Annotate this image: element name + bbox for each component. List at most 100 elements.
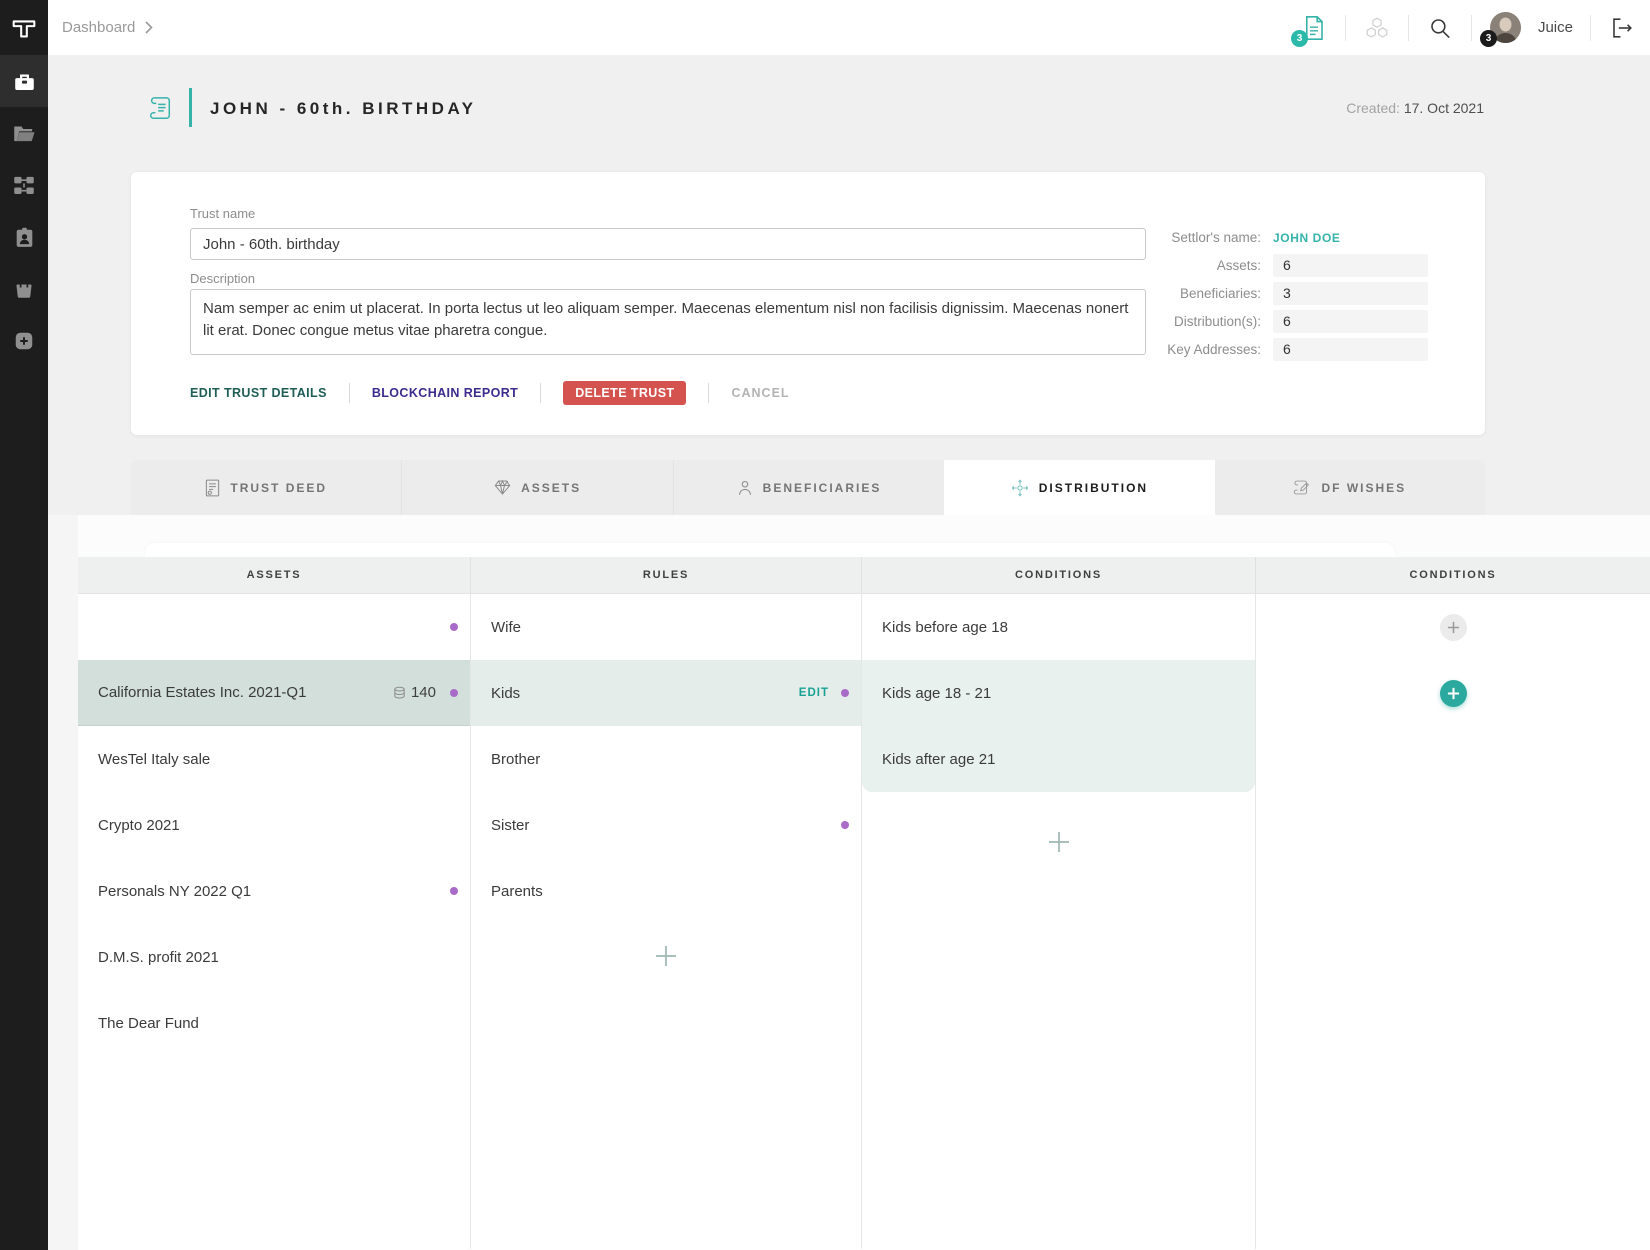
tab-assets[interactable]: ASSETS — [401, 460, 673, 515]
purple-dot-indicator — [450, 623, 458, 631]
divider — [1470, 14, 1472, 41]
condition-row[interactable]: Kids before age 18 — [862, 594, 1255, 660]
trust-details-card: Trust name Description Nam semper ac eni… — [131, 172, 1485, 435]
tab-beneficiaries[interactable]: BENEFICIARIES — [672, 460, 945, 515]
distributions-value: 6 — [1273, 310, 1428, 333]
tab-label: BENEFICIARIES — [762, 480, 882, 495]
column-header-conditions-2: CONDITIONS — [1255, 557, 1650, 593]
stat-distributions: Distribution(s): 6 — [1131, 310, 1428, 333]
asset-row[interactable]: Personals NY 2022 Q1 — [78, 858, 470, 924]
blockchain-button[interactable] — [1363, 13, 1391, 43]
beneficiaries-value: 3 — [1273, 282, 1428, 305]
trust-name-input[interactable] — [190, 228, 1146, 260]
asset-count: 140 — [393, 684, 436, 701]
reports-badge: 3 — [1290, 29, 1308, 47]
cubes-icon — [1366, 17, 1388, 38]
sidebar-item-contacts[interactable] — [0, 211, 48, 263]
add-condition-circle-button-active[interactable] — [1439, 679, 1467, 707]
trust-actions: EDIT TRUST DETAILS BLOCKCHAIN REPORT DEL… — [190, 381, 790, 405]
trust-name-label: Trust name — [190, 206, 256, 221]
rule-name: Sister — [491, 816, 530, 834]
rule-row[interactable]: Brother — [471, 726, 861, 792]
assets-column: California Estates Inc. 2021-Q1 140 WesT… — [78, 594, 470, 1249]
add-condition-button[interactable] — [862, 792, 1255, 892]
asset-name: California Estates Inc. 2021-Q1 — [98, 684, 307, 701]
rule-name: Wife — [491, 618, 521, 636]
distribution-panel: ASSETS RULES CONDITIONS CONDITIONS Calif… — [48, 515, 1650, 1250]
purple-dot-indicator — [841, 821, 849, 829]
asset-row[interactable] — [78, 594, 470, 660]
topbar: Dashboard 3 — [48, 0, 1650, 55]
sidebar-item-marketplace[interactable] — [0, 263, 48, 315]
divider — [348, 383, 350, 403]
divider — [1590, 14, 1591, 41]
board-header: ASSETS RULES CONDITIONS CONDITIONS — [78, 557, 1650, 594]
blockchain-report-button[interactable]: BLOCKCHAIN REPORT — [371, 386, 519, 400]
plus-icon — [1447, 687, 1459, 699]
rule-row[interactable]: Parents — [471, 858, 861, 924]
rule-row[interactable]: Sister — [471, 792, 861, 858]
id-badge-icon — [16, 227, 32, 247]
conditions-column: Kids before age 18 Kids age 18 - 21 Kids… — [861, 594, 1255, 1249]
condition-row[interactable]: Kids age 18 - 21 — [862, 660, 1255, 726]
purple-dot-indicator — [450, 887, 458, 895]
asset-name: Crypto 2021 — [98, 816, 180, 834]
stat-beneficiaries: Beneficiaries: 3 — [1131, 282, 1428, 305]
sidebar-item-structures[interactable] — [0, 159, 48, 211]
asset-row[interactable]: Crypto 2021 — [78, 792, 470, 858]
key-addresses-value: 6 — [1273, 338, 1428, 361]
asset-row-selected[interactable]: California Estates Inc. 2021-Q1 140 — [78, 660, 470, 726]
topbar-actions: 3 — [1290, 0, 1636, 55]
divider — [1407, 14, 1409, 41]
user-name[interactable]: Juice — [1537, 19, 1573, 36]
reports-button[interactable]: 3 — [1290, 13, 1328, 47]
add-rule-button[interactable] — [471, 924, 861, 988]
page-title: JOHN - 60th. BIRTHDAY — [210, 99, 477, 118]
stat-settlor: Settlor's name: JOHN DOE — [1131, 226, 1428, 249]
sidebar-item-folders[interactable] — [0, 107, 48, 159]
tab-distribution[interactable]: DISTRIBUTION — [944, 460, 1215, 515]
asset-row[interactable]: WesTel Italy sale — [78, 726, 470, 792]
distribution-board: ASSETS RULES CONDITIONS CONDITIONS Calif… — [78, 557, 1650, 1250]
rule-name: Parents — [491, 882, 543, 900]
assets-label: Assets: — [1216, 258, 1261, 273]
logout-button[interactable] — [1608, 13, 1636, 43]
tab-df-wishes[interactable]: DF WISHES — [1214, 460, 1486, 515]
app-logo-icon[interactable] — [0, 0, 48, 55]
condition-name: Kids age 18 - 21 — [882, 684, 992, 702]
asset-count-value: 140 — [410, 684, 436, 701]
person-icon — [738, 480, 751, 495]
delete-trust-button[interactable]: DELETE TRUST — [563, 381, 687, 405]
breadcrumb[interactable]: Dashboard — [62, 0, 154, 55]
rule-row[interactable]: Wife — [471, 594, 861, 660]
panel-left-gutter — [48, 515, 78, 1250]
description-input[interactable]: Nam semper ac enim ut placerat. In porta… — [190, 289, 1146, 355]
search-icon — [1431, 18, 1450, 38]
asset-name: D.M.S. profit 2021 — [98, 948, 219, 966]
cancel-button[interactable]: CANCEL — [731, 386, 790, 400]
tab-label: ASSETS — [521, 480, 582, 495]
settlor-value-link[interactable]: JOHN DOE — [1273, 230, 1341, 245]
condition-name: Kids after age 21 — [882, 750, 996, 768]
user-menu[interactable]: 3 — [1479, 12, 1523, 47]
edit-rule-button[interactable]: EDIT — [798, 687, 829, 699]
rules-column: Wife Kids EDIT Brother Sister Parents — [470, 594, 861, 1249]
coin-stack-icon — [394, 686, 405, 698]
condition-row[interactable]: Kids after age 21 — [862, 726, 1255, 792]
search-button[interactable] — [1426, 13, 1454, 43]
tab-trust-deed[interactable]: TRUST DEED — [131, 460, 402, 515]
asset-row[interactable]: The Dear Fund — [78, 990, 470, 1056]
settlor-label: Settlor's name: — [1171, 230, 1261, 245]
title-accent-bar — [189, 88, 192, 127]
rule-row-selected[interactable]: Kids EDIT — [471, 660, 861, 726]
edit-trust-details-button[interactable]: EDIT TRUST DETAILS — [190, 386, 327, 400]
deed-scroll-icon — [147, 95, 173, 128]
add-condition-circle-button[interactable] — [1439, 613, 1467, 641]
sidebar-item-trusts[interactable] — [0, 55, 48, 107]
detail-tabs: TRUST DEED ASSETS BENEFICIARIES DISTRIBU… — [131, 460, 1486, 515]
diamond-icon — [494, 479, 511, 495]
asset-row[interactable]: D.M.S. profit 2021 — [78, 924, 470, 990]
sidebar-item-add[interactable] — [0, 315, 48, 367]
created-date: Created: 17. Oct 2021 — [1346, 100, 1484, 116]
column-header-conditions: CONDITIONS — [861, 557, 1255, 593]
